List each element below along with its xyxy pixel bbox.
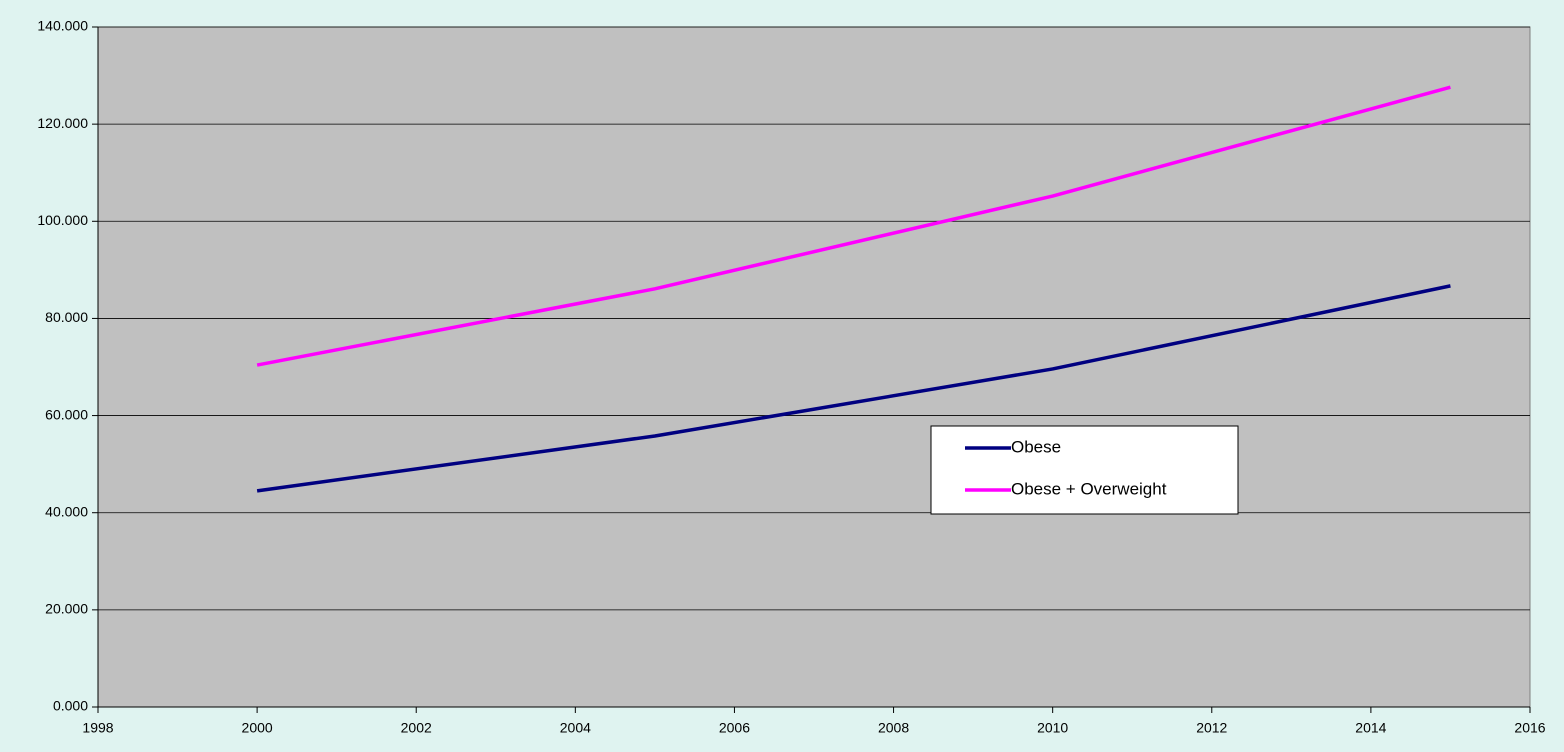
legend-box xyxy=(930,425,1239,515)
y-tick-label: 120.000 xyxy=(37,115,88,131)
series-line xyxy=(256,284,1451,493)
y-tick-label: 0.000 xyxy=(53,698,88,714)
x-tick-label: 2004 xyxy=(560,720,591,736)
x-tick-label: 2010 xyxy=(1037,720,1068,736)
plot-area xyxy=(97,26,1531,708)
y-tick-label: 60.000 xyxy=(45,406,88,422)
y-tick-label: 40.000 xyxy=(45,503,88,519)
x-tick-label: 2016 xyxy=(1514,720,1545,736)
x-tick-label: 2008 xyxy=(878,720,909,736)
x-tick-label: 1998 xyxy=(82,720,113,736)
y-tick-label: 80.000 xyxy=(45,309,88,325)
y-tick-label: 20.000 xyxy=(45,601,88,617)
y-tick-label: 100.000 xyxy=(37,212,88,228)
x-tick-label: 2014 xyxy=(1355,720,1386,736)
x-tick-label: 2012 xyxy=(1196,720,1227,736)
x-tick-label: 2006 xyxy=(719,720,750,736)
legend-label: Obese xyxy=(1011,437,1061,456)
x-tick-label: 2002 xyxy=(401,720,432,736)
series-line xyxy=(256,85,1451,367)
x-tick-label: 2000 xyxy=(242,720,273,736)
y-tick-label: 140.000 xyxy=(37,18,88,34)
legend-label: Obese + Overweight xyxy=(1011,479,1167,498)
